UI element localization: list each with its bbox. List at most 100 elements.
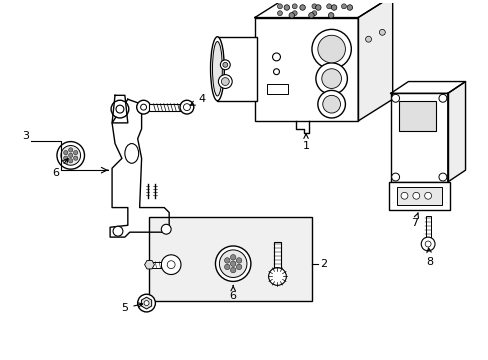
Circle shape xyxy=(63,156,68,160)
Circle shape xyxy=(272,53,280,61)
Circle shape xyxy=(220,60,230,70)
Bar xyxy=(273,242,281,274)
Circle shape xyxy=(326,4,331,9)
Circle shape xyxy=(379,30,385,35)
Circle shape xyxy=(223,62,227,67)
Circle shape xyxy=(438,94,446,102)
Circle shape xyxy=(317,35,345,63)
Circle shape xyxy=(292,11,297,16)
Polygon shape xyxy=(144,260,154,269)
Circle shape xyxy=(111,100,128,118)
Circle shape xyxy=(315,63,346,94)
Circle shape xyxy=(73,156,78,160)
Circle shape xyxy=(113,226,122,236)
Circle shape xyxy=(116,105,123,113)
Circle shape xyxy=(328,13,333,18)
Circle shape xyxy=(167,261,175,269)
Circle shape xyxy=(224,264,229,270)
Circle shape xyxy=(137,100,150,114)
Ellipse shape xyxy=(210,37,224,101)
Circle shape xyxy=(183,104,190,111)
Polygon shape xyxy=(358,0,392,121)
Circle shape xyxy=(141,104,146,110)
Circle shape xyxy=(311,11,316,16)
Circle shape xyxy=(438,173,446,181)
Circle shape xyxy=(277,11,282,16)
Circle shape xyxy=(322,95,340,113)
Circle shape xyxy=(420,237,434,251)
Bar xyxy=(390,93,447,182)
Circle shape xyxy=(221,78,229,85)
Text: 6: 6 xyxy=(229,285,236,301)
Bar xyxy=(388,182,449,210)
Circle shape xyxy=(268,267,286,285)
Bar xyxy=(396,187,441,204)
Bar xyxy=(149,262,161,267)
Circle shape xyxy=(218,75,232,89)
Text: 8: 8 xyxy=(426,248,433,267)
Text: 4: 4 xyxy=(190,94,205,105)
Circle shape xyxy=(63,150,68,155)
Circle shape xyxy=(68,153,73,158)
Circle shape xyxy=(68,159,73,163)
Polygon shape xyxy=(447,82,465,182)
Bar xyxy=(217,37,256,101)
Text: 7: 7 xyxy=(410,213,418,228)
Ellipse shape xyxy=(212,41,222,96)
Polygon shape xyxy=(110,99,169,237)
Circle shape xyxy=(317,90,345,118)
Bar xyxy=(149,217,311,301)
Circle shape xyxy=(230,255,235,260)
Circle shape xyxy=(311,30,350,69)
Circle shape xyxy=(273,69,279,75)
Circle shape xyxy=(180,100,193,114)
Circle shape xyxy=(400,192,407,199)
Circle shape xyxy=(391,94,399,102)
Bar xyxy=(266,85,288,94)
Circle shape xyxy=(138,294,155,312)
Circle shape xyxy=(346,5,352,10)
Circle shape xyxy=(236,258,242,263)
Circle shape xyxy=(288,13,294,18)
Polygon shape xyxy=(141,297,151,309)
Polygon shape xyxy=(112,95,127,123)
Circle shape xyxy=(277,4,282,9)
Circle shape xyxy=(331,5,336,10)
Circle shape xyxy=(311,4,316,9)
Text: 5: 5 xyxy=(121,303,142,313)
Circle shape xyxy=(68,148,73,152)
Circle shape xyxy=(73,150,78,155)
Circle shape xyxy=(161,255,181,275)
Bar xyxy=(425,216,430,241)
Circle shape xyxy=(292,4,297,9)
Circle shape xyxy=(365,36,371,42)
Circle shape xyxy=(61,145,81,165)
Circle shape xyxy=(224,258,229,263)
Circle shape xyxy=(230,267,235,273)
Bar xyxy=(398,101,435,131)
Text: 3: 3 xyxy=(22,131,29,141)
Circle shape xyxy=(236,264,242,270)
Circle shape xyxy=(144,301,149,306)
Circle shape xyxy=(424,241,430,247)
Circle shape xyxy=(284,5,289,10)
Text: 2: 2 xyxy=(319,259,326,269)
Circle shape xyxy=(321,69,341,89)
Circle shape xyxy=(412,192,419,199)
Circle shape xyxy=(341,4,346,9)
Circle shape xyxy=(215,246,250,282)
Circle shape xyxy=(308,13,314,18)
Ellipse shape xyxy=(124,144,139,163)
Bar xyxy=(254,18,358,121)
Circle shape xyxy=(299,5,305,10)
Text: 6: 6 xyxy=(52,158,68,178)
Bar xyxy=(149,104,186,111)
Circle shape xyxy=(424,192,431,199)
Circle shape xyxy=(230,261,235,266)
Circle shape xyxy=(391,173,399,181)
Polygon shape xyxy=(390,82,465,93)
Circle shape xyxy=(161,224,171,234)
Circle shape xyxy=(219,250,246,278)
Circle shape xyxy=(57,141,84,169)
Text: 1: 1 xyxy=(302,134,309,150)
